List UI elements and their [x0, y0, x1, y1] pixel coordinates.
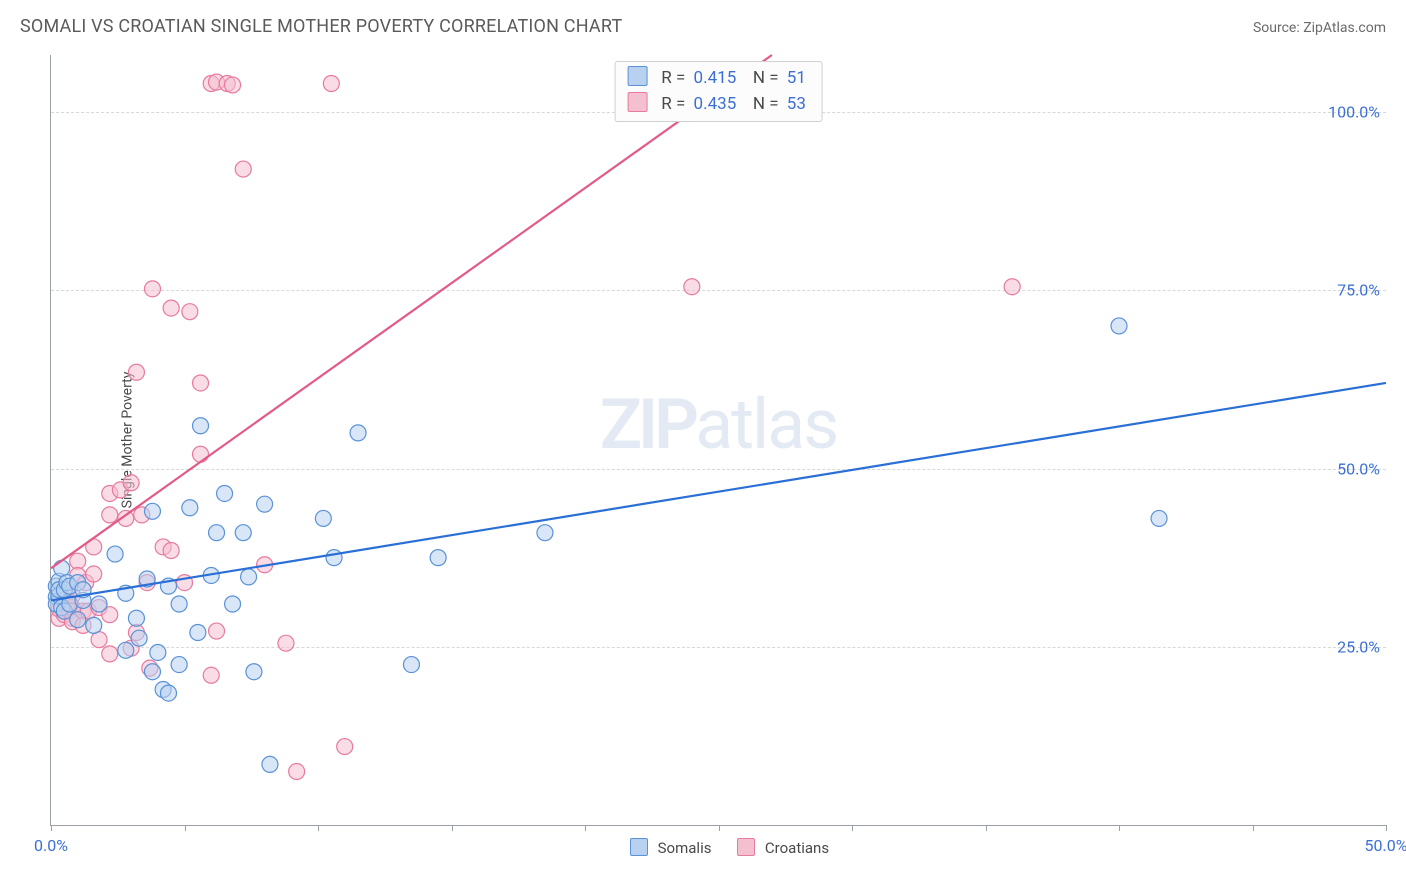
scatter-point-blue	[241, 569, 257, 585]
x-tick-mark	[185, 825, 186, 831]
swatch-blue	[630, 838, 648, 856]
swatch-pink	[627, 92, 647, 112]
legend-n-value-pink: 53	[787, 94, 806, 114]
scatter-point-blue	[160, 685, 176, 701]
scatter-point-blue	[54, 560, 70, 576]
x-tick-mark	[852, 825, 853, 831]
scatter-point-pink	[1004, 279, 1020, 295]
scatter-point-pink	[323, 76, 339, 92]
x-tick-mark	[986, 825, 987, 831]
scatter-point-blue	[326, 550, 342, 566]
scatter-point-pink	[70, 553, 86, 569]
chart-svg	[51, 55, 1386, 825]
scatter-point-blue	[128, 610, 144, 626]
legend-row-blue: R = 0.415 N = 51	[627, 65, 810, 91]
scatter-point-pink	[86, 566, 102, 582]
legend-n-value-blue: 51	[787, 68, 806, 88]
scatter-point-blue	[262, 756, 278, 772]
x-tick-mark	[1119, 825, 1120, 831]
scatter-point-blue	[1111, 318, 1127, 334]
scatter-point-pink	[203, 667, 219, 683]
scatter-point-blue	[171, 657, 187, 673]
x-tick-mark	[318, 825, 319, 831]
scatter-point-pink	[144, 281, 160, 297]
scatter-point-blue	[209, 525, 225, 541]
scatter-point-blue	[430, 550, 446, 566]
scatter-point-pink	[102, 646, 118, 662]
series-label-pink: Croatians	[765, 839, 829, 857]
scatter-point-pink	[209, 623, 225, 639]
scatter-point-blue	[315, 510, 331, 526]
scatter-point-blue	[190, 625, 206, 641]
plot-area: Single Mother Poverty 25.0%50.0%75.0%100…	[50, 55, 1386, 826]
scatter-point-pink	[289, 764, 305, 780]
correlation-legend: R = 0.415 N = 51 R = 0.435 N = 53	[614, 61, 823, 122]
source-label: Source: ZipAtlas.com	[1253, 20, 1386, 36]
x-tick-mark	[1253, 825, 1254, 831]
scatter-point-blue	[225, 596, 241, 612]
x-tick-mark	[1386, 825, 1387, 831]
bottom-legend: Somalis Croatians	[51, 838, 1386, 857]
scatter-point-blue	[91, 596, 107, 612]
scatter-point-pink	[337, 739, 353, 755]
scatter-point-blue	[246, 664, 262, 680]
scatter-point-blue	[70, 612, 86, 628]
trend-line-blue	[51, 383, 1386, 600]
scatter-point-blue	[217, 485, 233, 501]
legend-row-pink: R = 0.435 N = 53	[627, 91, 810, 117]
swatch-blue	[627, 66, 647, 86]
scatter-point-blue	[107, 546, 123, 562]
scatter-point-pink	[163, 300, 179, 316]
scatter-point-blue	[144, 503, 160, 519]
scatter-point-pink	[684, 279, 700, 295]
legend-r-label: R =	[661, 94, 689, 114]
scatter-point-blue	[86, 617, 102, 633]
scatter-point-pink	[193, 446, 209, 462]
x-tick-mark	[452, 825, 453, 831]
x-tick-mark	[719, 825, 720, 831]
scatter-point-blue	[131, 630, 147, 646]
scatter-point-blue	[171, 596, 187, 612]
swatch-pink	[737, 838, 755, 856]
legend-r-value-pink: 0.435	[694, 94, 737, 114]
scatter-point-blue	[193, 418, 209, 434]
trend-line-pink	[51, 55, 772, 568]
x-tick-mark	[585, 825, 586, 831]
chart-title: SOMALI VS CROATIAN SINGLE MOTHER POVERTY…	[20, 16, 622, 37]
scatter-point-blue	[182, 500, 198, 516]
scatter-point-blue	[403, 657, 419, 673]
scatter-point-pink	[278, 635, 294, 651]
legend-r-value-blue: 0.415	[694, 68, 737, 88]
scatter-point-blue	[235, 525, 251, 541]
scatter-point-blue	[144, 664, 160, 680]
scatter-point-blue	[1151, 510, 1167, 526]
scatter-point-pink	[102, 507, 118, 523]
scatter-point-blue	[118, 642, 134, 658]
legend-r-label: R =	[661, 68, 689, 88]
series-label-blue: Somalis	[658, 839, 712, 857]
scatter-point-pink	[182, 304, 198, 320]
scatter-point-pink	[128, 364, 144, 380]
scatter-point-blue	[257, 496, 273, 512]
scatter-point-pink	[91, 632, 107, 648]
scatter-point-pink	[123, 475, 139, 491]
scatter-point-blue	[537, 525, 553, 541]
scatter-point-pink	[193, 375, 209, 391]
scatter-point-blue	[350, 425, 366, 441]
scatter-point-blue	[150, 644, 166, 660]
scatter-point-pink	[235, 161, 251, 177]
scatter-point-pink	[225, 77, 241, 93]
scatter-point-pink	[163, 543, 179, 559]
x-tick-mark	[51, 825, 52, 831]
